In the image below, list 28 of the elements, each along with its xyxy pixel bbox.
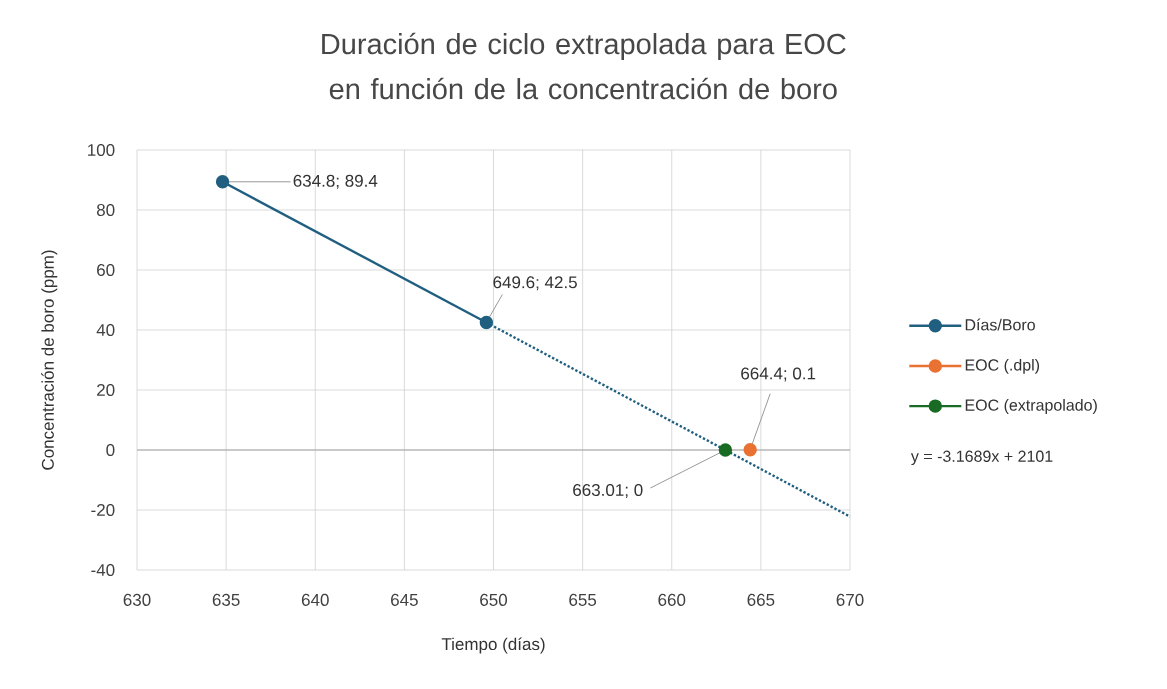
y-tick-label: 60 xyxy=(97,263,115,277)
x-tick-label: 650 xyxy=(480,593,508,606)
y-tick-label: 20 xyxy=(97,383,115,397)
y-tick-label: 0 xyxy=(106,443,115,457)
chart-title: Duración de ciclo extrapolada para EOC en función de la concentración de boro xyxy=(322,32,846,100)
x-tick-label: 645 xyxy=(391,593,418,606)
data-label: 649.6; 42.5 xyxy=(493,276,577,291)
x-tick-label: 670 xyxy=(836,593,864,606)
x-tick-label: 660 xyxy=(658,593,686,606)
x-tick-label: 630 xyxy=(123,593,151,606)
x-tick-label: 635 xyxy=(212,593,240,606)
y-tick-label: 40 xyxy=(96,323,115,337)
x-axis-title: Tiempo (días) xyxy=(441,637,545,654)
legend-label: EOC (extrapolado) xyxy=(965,399,1097,414)
data-label: 664.4; 0.1 xyxy=(741,367,816,382)
data-label: 663.01; 0 xyxy=(573,483,643,499)
data-label: 634.8; 89.4 xyxy=(293,174,378,189)
y-axis-title: Concentración de boro (ppm) xyxy=(41,250,58,470)
x-tick-label: 655 xyxy=(569,593,597,606)
text: y = -3.1689x + 2101 xyxy=(910,450,1053,466)
x-tick-label: 640 xyxy=(301,593,329,606)
legend-label: Días/Boro xyxy=(965,318,1035,331)
y-tick-label: -40 xyxy=(91,563,115,577)
legend-label: EOC (.dpl) xyxy=(965,358,1040,374)
x-tick-label: 665 xyxy=(747,593,775,606)
y-tick-label: 80 xyxy=(96,203,115,217)
y-tick-label: -20 xyxy=(91,503,115,517)
y-tick-label: 100 xyxy=(88,143,115,157)
